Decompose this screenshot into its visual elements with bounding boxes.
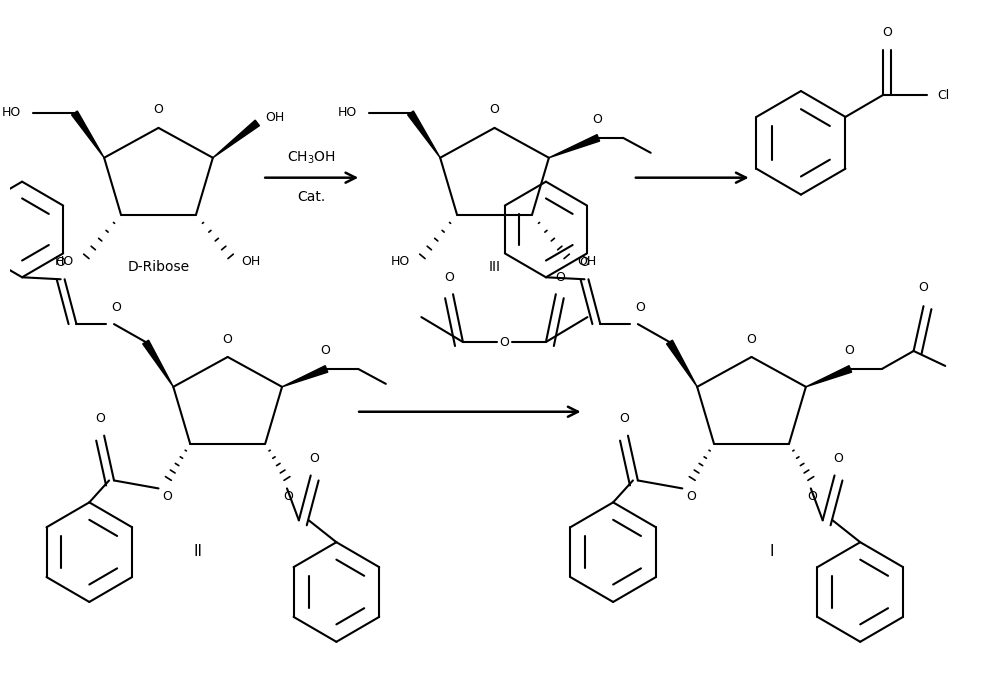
Text: O: O (747, 333, 756, 345)
Text: Cat.: Cat. (298, 190, 326, 203)
Text: O: O (619, 412, 629, 425)
Text: O: O (223, 333, 233, 345)
Text: O: O (834, 452, 843, 465)
Polygon shape (282, 365, 328, 387)
Text: O: O (444, 271, 454, 284)
Text: O: O (807, 490, 817, 503)
Text: O: O (555, 271, 565, 284)
Text: O: O (162, 490, 172, 503)
Text: CH$_3$OH: CH$_3$OH (287, 149, 336, 165)
Text: O: O (490, 103, 499, 116)
Text: O: O (321, 345, 330, 358)
Text: O: O (56, 256, 66, 268)
Text: D-Ribose: D-Ribose (127, 260, 190, 274)
Text: O: O (154, 103, 163, 116)
Polygon shape (667, 340, 697, 387)
Polygon shape (72, 111, 104, 158)
Polygon shape (143, 340, 173, 387)
Text: OH: OH (577, 255, 596, 268)
Text: O: O (111, 300, 121, 313)
Polygon shape (213, 120, 259, 158)
Text: HO: HO (391, 255, 410, 268)
Text: O: O (635, 300, 645, 313)
Text: O: O (882, 26, 892, 39)
Text: II: II (194, 544, 203, 558)
Text: O: O (592, 113, 602, 127)
Text: O: O (919, 281, 928, 293)
Text: I: I (769, 544, 774, 558)
Polygon shape (549, 135, 600, 158)
Text: O: O (844, 345, 854, 358)
Text: OH: OH (265, 111, 285, 125)
Text: III: III (489, 260, 501, 274)
Text: OH: OH (241, 255, 260, 268)
Polygon shape (408, 111, 440, 158)
Text: HO: HO (2, 107, 21, 120)
Text: O: O (686, 490, 696, 503)
Text: Cl: Cl (937, 89, 949, 102)
Text: O: O (95, 412, 105, 425)
Text: O: O (499, 336, 509, 349)
Text: HO: HO (338, 107, 357, 120)
Text: O: O (310, 452, 320, 465)
Text: O: O (580, 256, 589, 268)
Text: O: O (283, 490, 293, 503)
Polygon shape (806, 365, 852, 387)
Text: HO: HO (55, 255, 74, 268)
